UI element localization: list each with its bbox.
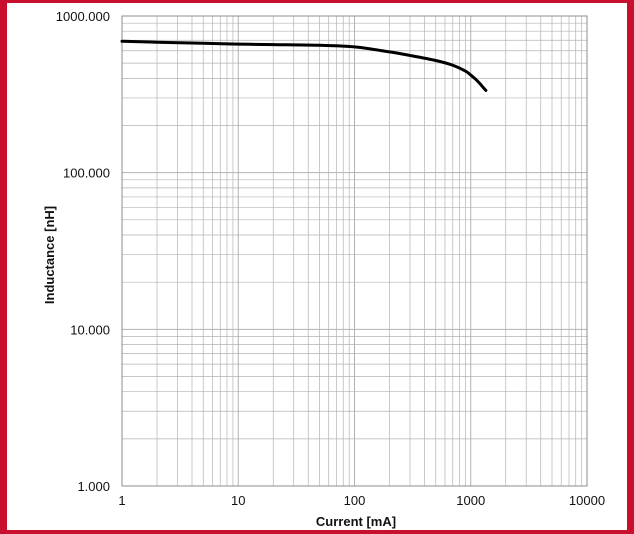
x-tick-labels: 1 10 100 1000 10000 — [118, 493, 605, 508]
x-tick-label: 10 — [231, 493, 245, 508]
y-tick-label: 100.000 — [63, 166, 110, 181]
y-axis-title: Inductance [nH] — [42, 206, 57, 304]
y-tick-label: 10.000 — [70, 322, 110, 337]
series-line-0 — [120, 39, 488, 92]
x-tick-label: 100 — [344, 493, 366, 508]
grid — [121, 15, 588, 487]
x-axis-title: Current [mA] — [316, 514, 396, 529]
plot-area — [120, 39, 488, 92]
y-tick-label: 1000.000 — [56, 9, 110, 24]
x-tick-label: 10000 — [569, 493, 605, 508]
y-tick-label: 1.000 — [77, 479, 110, 494]
y-tick-labels: 1000.000 100.000 10.000 1.000 — [56, 9, 110, 494]
x-tick-label: 1000 — [456, 493, 485, 508]
plot-border — [121, 15, 588, 487]
x-tick-label: 1 — [118, 493, 125, 508]
